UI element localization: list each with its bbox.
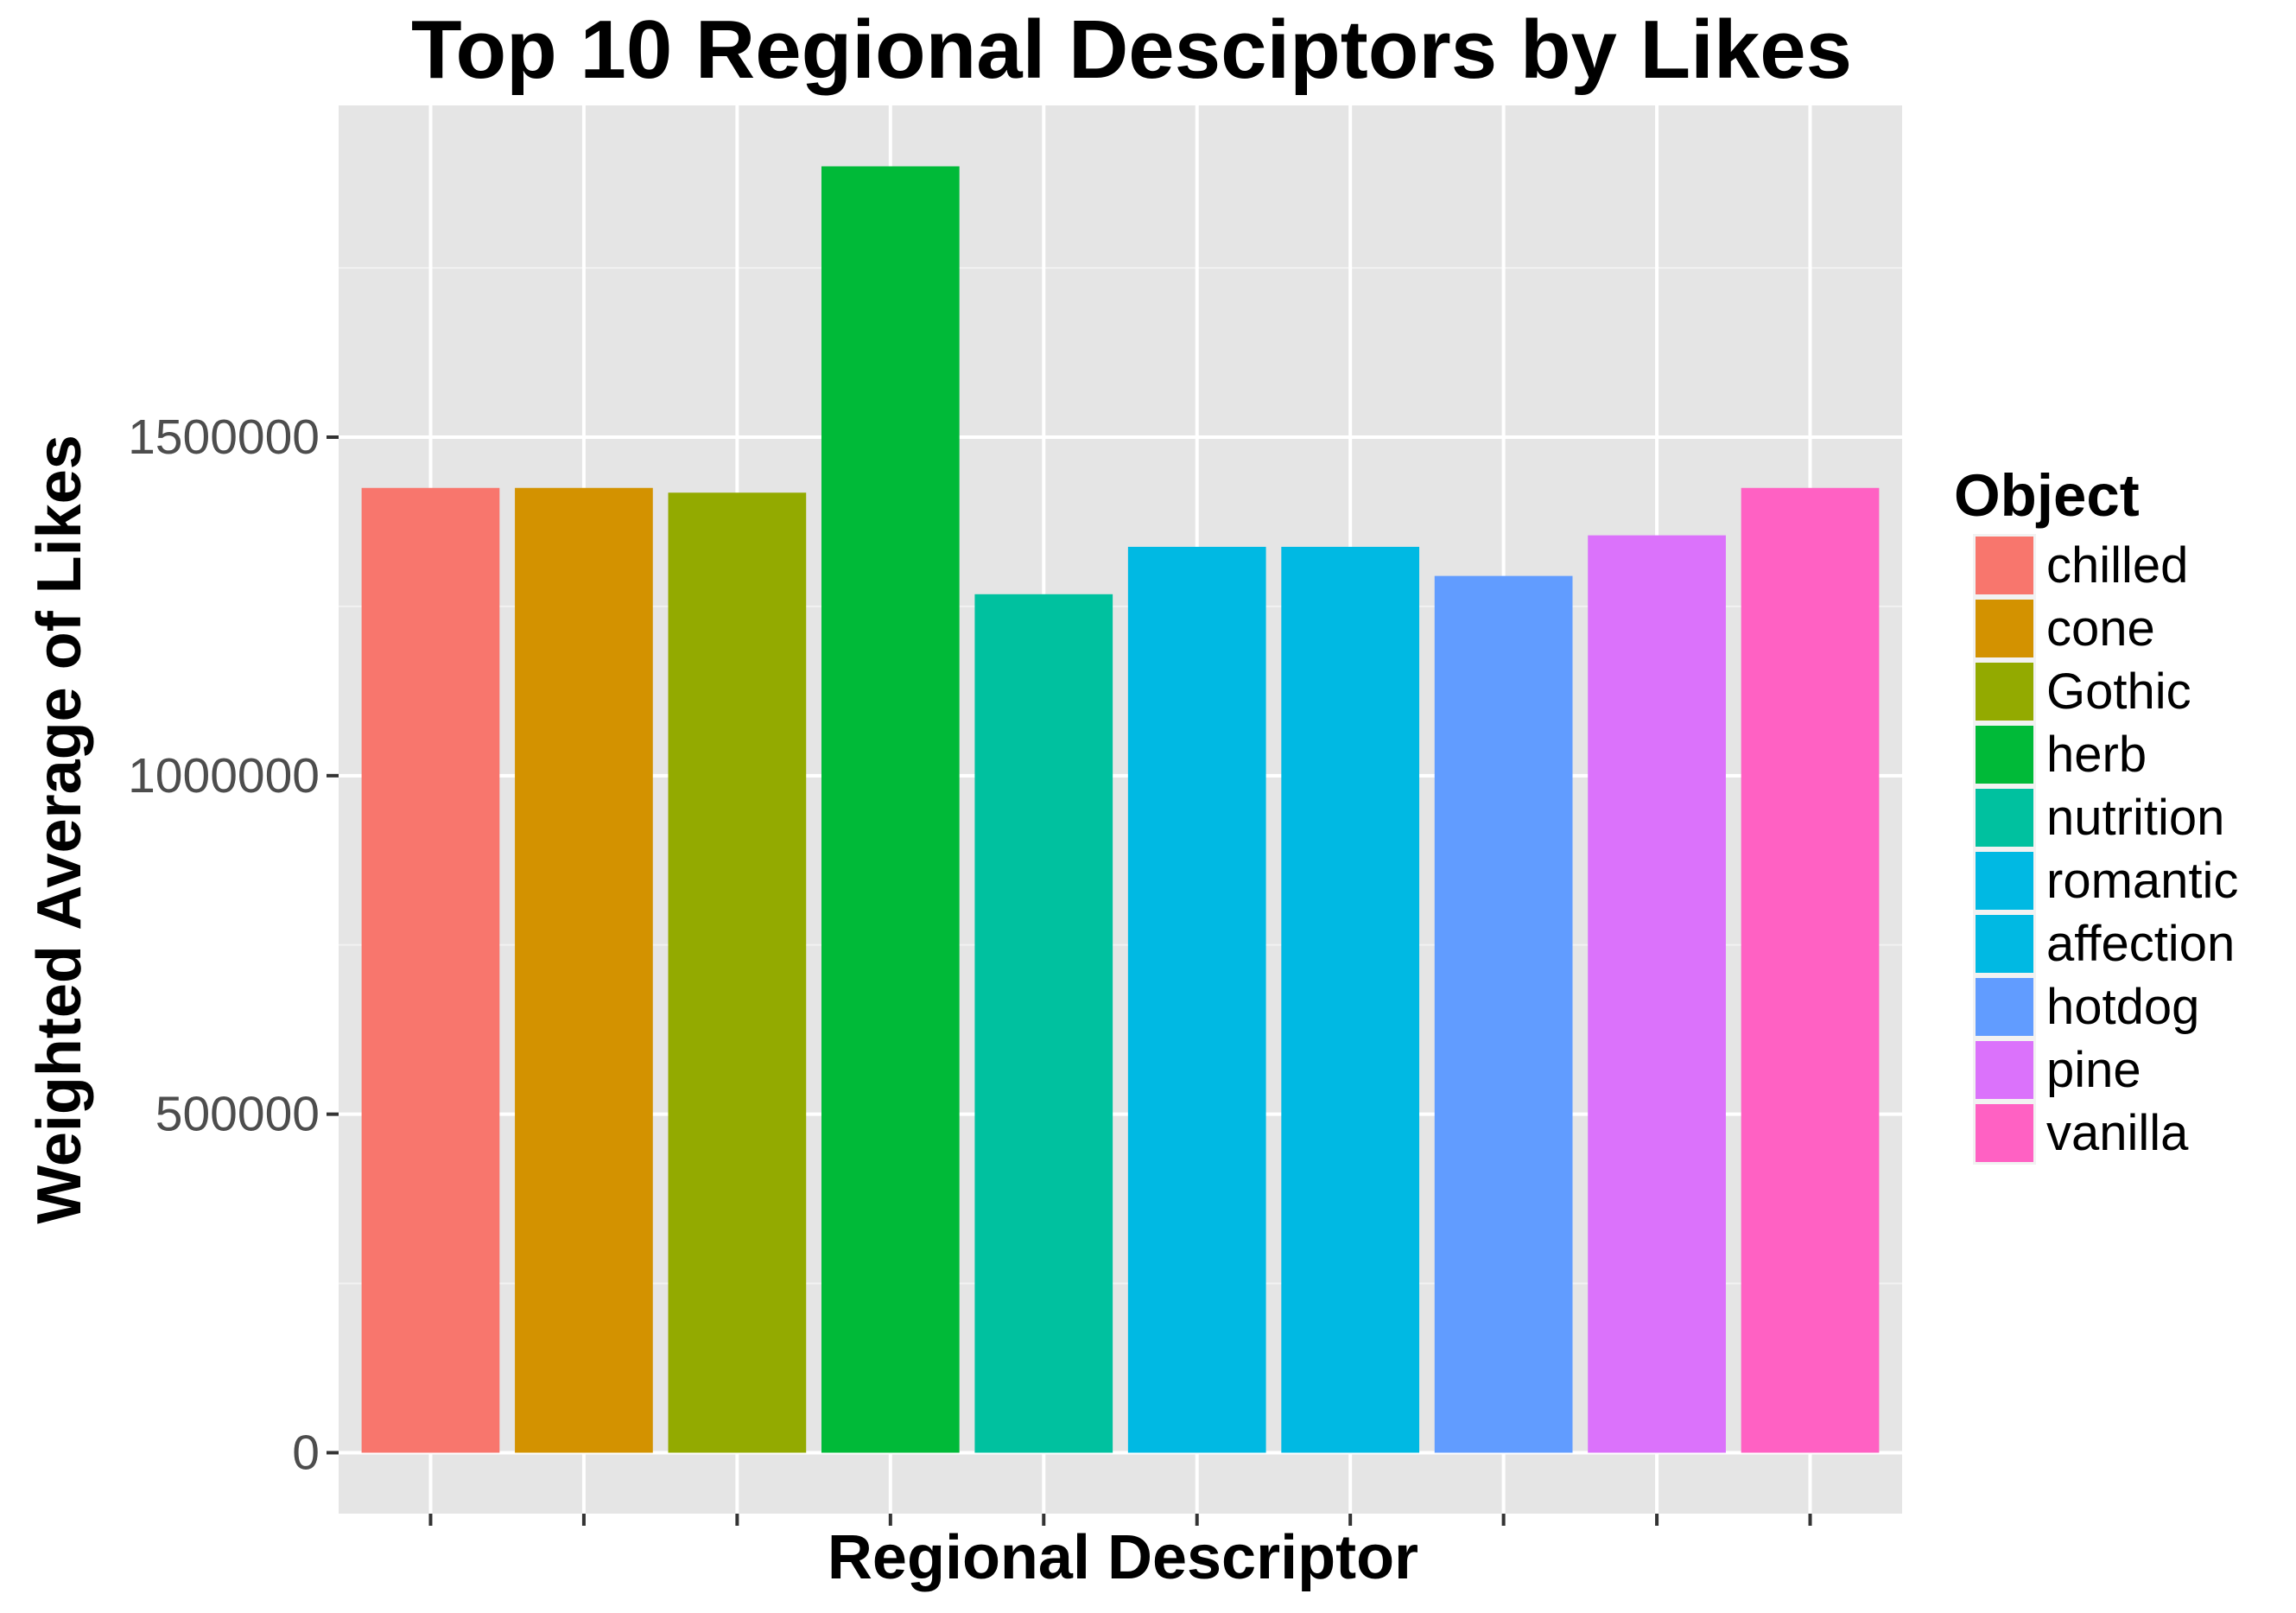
legend-swatch-gothic <box>1976 663 2033 721</box>
bar-romantic <box>1127 546 1266 1453</box>
legend-swatch-cone <box>1976 600 2033 657</box>
legend-label-vanilla: vanilla <box>2046 1105 2189 1161</box>
legend-swatch-romantic <box>1976 852 2033 910</box>
legend-label-herb: herb <box>2046 727 2147 783</box>
x-axis-title: Regional Descriptor <box>828 1523 1418 1592</box>
legend-swatch-pine <box>1976 1041 2033 1099</box>
legend-swatch-vanilla <box>1976 1104 2033 1162</box>
bar-chilled <box>361 487 500 1453</box>
legend-swatch-affection <box>1976 915 2033 973</box>
y-tick-label: 0 <box>292 1425 320 1480</box>
legend-label-hotdog: hotdog <box>2046 979 2199 1035</box>
y-axis-title: Weighted Average of Likes <box>25 435 94 1224</box>
legend-swatch-nutrition <box>1976 789 2033 847</box>
legend-label-pine: pine <box>2046 1042 2141 1098</box>
legend-swatch-hotdog <box>1976 978 2033 1036</box>
y-tick-label: 1500000 <box>128 410 320 465</box>
legend-label-cone: cone <box>2046 600 2155 657</box>
legend-swatch-chilled <box>1976 537 2033 594</box>
legend-label-romantic: romantic <box>2046 853 2238 909</box>
bar-vanilla <box>1741 487 1880 1453</box>
legend: Object chilled cone Gothic herb nutrition rom… <box>1954 462 2238 1165</box>
bar-hotdog <box>1434 575 1573 1453</box>
bar-nutrition <box>974 594 1113 1453</box>
bar-herb <box>821 166 960 1453</box>
bar-pine <box>1588 535 1726 1453</box>
y-tick-label: 1000000 <box>128 748 320 803</box>
chart-title: Top 10 Regional Desciptors by Likes <box>411 3 1852 96</box>
legend-label-affection: affection <box>2046 916 2235 972</box>
y-tick-label: 500000 <box>155 1087 320 1142</box>
legend-title: Object <box>1954 462 2140 529</box>
legend-swatch-herb <box>1976 726 2033 784</box>
legend-label-nutrition: nutrition <box>2046 790 2224 846</box>
bar-gothic <box>668 492 807 1453</box>
legend-label-chilled: chilled <box>2046 537 2188 594</box>
bar-affection <box>1281 546 1420 1453</box>
legend-label-gothic: Gothic <box>2046 664 2191 720</box>
bar-cone <box>515 487 653 1453</box>
